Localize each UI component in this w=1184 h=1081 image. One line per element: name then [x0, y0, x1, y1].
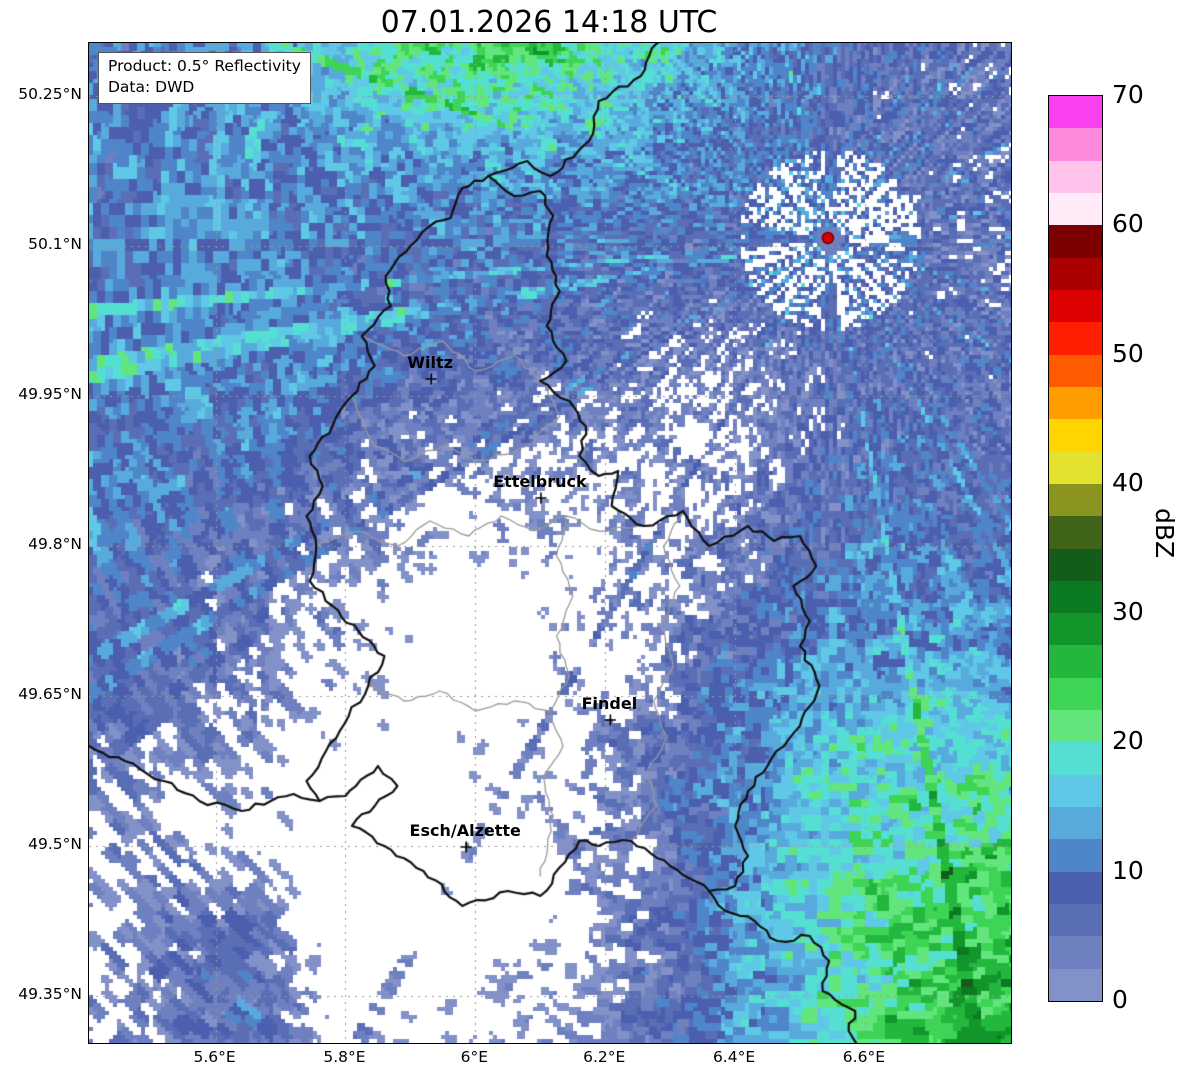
- colorbar-tick-label: 70: [1112, 80, 1144, 109]
- colorbar-segment: [1049, 288, 1102, 323]
- y-tick-label: 49.8°N: [28, 535, 82, 553]
- colorbar-segment: [1049, 450, 1102, 484]
- colorbar-tick-label: 50: [1112, 338, 1144, 368]
- x-tick-label: 6.6°E: [842, 1048, 885, 1066]
- colorbar-segment: [1049, 644, 1102, 678]
- x-tick-label: 6°E: [460, 1048, 489, 1066]
- product-info-box: Product: 0.5° Reflectivity Data: DWD: [98, 52, 311, 104]
- colorbar-segment: [1049, 353, 1102, 387]
- colorbar-segment: [1049, 838, 1102, 872]
- colorbar-segment: [1049, 773, 1102, 808]
- colorbar-segment: [1049, 935, 1102, 969]
- x-tick-label: 5.6°E: [193, 1048, 236, 1066]
- colorbar-tick-label: 30: [1112, 597, 1144, 627]
- x-tick-label: 5.8°E: [323, 1048, 366, 1066]
- y-tick-label: 50.1°N: [28, 235, 82, 253]
- y-tick-label: 49.5°N: [28, 835, 82, 853]
- colorbar-segment: [1049, 191, 1102, 226]
- colorbar-segment: [1049, 741, 1102, 775]
- colorbar-segment: [1049, 385, 1102, 420]
- colorbar-tick-label: 10: [1112, 855, 1144, 885]
- colorbar-tick-label: 60: [1112, 209, 1144, 239]
- colorbar-tick-label: 20: [1112, 726, 1144, 756]
- radar-reflectivity-canvas: [89, 43, 1011, 1043]
- colorbar-segment: [1049, 320, 1102, 355]
- colorbar-segment: [1049, 417, 1102, 452]
- colorbar-segment: [1049, 256, 1102, 290]
- colorbar: [1048, 95, 1103, 1002]
- colorbar-segment: [1049, 223, 1102, 258]
- y-tick-label: 49.65°N: [18, 685, 82, 703]
- y-tick-label: 50.25°N: [18, 85, 82, 103]
- x-tick-label: 6.4°E: [712, 1048, 756, 1066]
- x-tick-label: 6.2°E: [583, 1048, 626, 1066]
- product-info-line2: Data: DWD: [108, 77, 195, 96]
- colorbar-tick-label: 0: [1112, 985, 1128, 1014]
- y-tick-label: 49.95°N: [18, 385, 82, 403]
- product-info-line1: Product: 0.5° Reflectivity: [108, 57, 301, 75]
- colorbar-segment: [1049, 611, 1102, 646]
- colorbar-unit-label: dBZ: [1150, 508, 1179, 559]
- colorbar-segment: [1049, 676, 1102, 711]
- radar-map: Product: 0.5° Reflectivity Data: DWD: [88, 42, 1012, 1044]
- colorbar-segment: [1049, 126, 1102, 161]
- colorbar-segment: [1049, 96, 1102, 129]
- colorbar-segment: [1049, 159, 1102, 193]
- colorbar-segment: [1049, 547, 1102, 581]
- figure-title: 07.01.2026 14:18 UTC: [380, 5, 718, 40]
- colorbar-segment: [1049, 708, 1102, 743]
- colorbar-segment: [1049, 805, 1102, 840]
- colorbar-segment: [1049, 514, 1102, 549]
- colorbar-segment: [1049, 482, 1102, 517]
- y-tick-label: 49.35°N: [18, 985, 82, 1003]
- colorbar-segment: [1049, 967, 1102, 1001]
- colorbar-segment: [1049, 902, 1102, 937]
- colorbar-tick-label: 40: [1112, 467, 1144, 497]
- colorbar-segment: [1049, 579, 1102, 614]
- colorbar-segment: [1049, 870, 1102, 905]
